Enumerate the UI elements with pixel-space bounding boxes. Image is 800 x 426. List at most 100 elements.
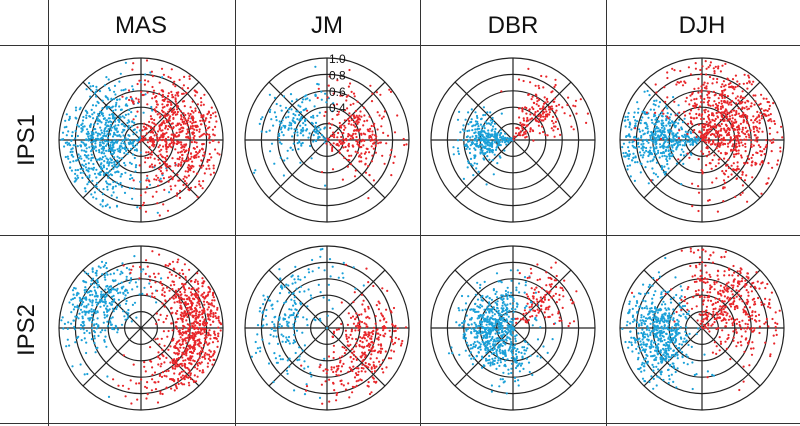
data-point-blue bbox=[129, 279, 132, 282]
data-point-red bbox=[690, 116, 693, 119]
data-point-red bbox=[196, 280, 199, 283]
data-point-blue bbox=[282, 174, 285, 177]
data-point-blue bbox=[362, 284, 365, 287]
data-point-red bbox=[724, 139, 727, 142]
data-point-blue bbox=[132, 128, 135, 132]
data-point-blue bbox=[483, 146, 486, 149]
data-point-red bbox=[174, 325, 178, 328]
data-point-blue bbox=[93, 323, 96, 326]
data-point-blue bbox=[276, 342, 280, 345]
data-point-blue bbox=[477, 125, 480, 128]
data-point-blue bbox=[161, 76, 164, 79]
data-point-red bbox=[347, 336, 350, 339]
data-point-blue bbox=[684, 136, 687, 139]
data-point-red bbox=[176, 110, 179, 114]
data-point-red bbox=[174, 365, 177, 368]
data-point-blue bbox=[104, 288, 107, 291]
data-point-blue bbox=[256, 333, 259, 336]
data-point-blue bbox=[123, 124, 126, 128]
data-point-red bbox=[151, 250, 154, 253]
data-point-red bbox=[184, 352, 187, 355]
data-point-red bbox=[202, 115, 205, 118]
data-point-blue bbox=[654, 173, 658, 176]
data-point-blue bbox=[66, 327, 69, 330]
data-point-blue bbox=[127, 141, 130, 144]
data-point-blue bbox=[669, 138, 672, 141]
data-point-blue bbox=[88, 146, 91, 149]
data-point-red bbox=[128, 98, 131, 102]
data-point-blue bbox=[287, 316, 290, 319]
data-point-red bbox=[735, 177, 739, 180]
data-point-red bbox=[178, 373, 181, 376]
data-point-blue bbox=[138, 293, 141, 296]
data-point-blue bbox=[306, 97, 309, 100]
data-point-red bbox=[177, 377, 180, 381]
data-point-blue bbox=[668, 152, 672, 155]
data-point-blue bbox=[637, 141, 640, 144]
data-point-red bbox=[546, 100, 549, 103]
data-point-blue bbox=[90, 159, 93, 162]
data-point-red bbox=[167, 75, 170, 78]
data-point-red bbox=[164, 112, 167, 115]
data-point-blue bbox=[473, 155, 477, 158]
data-point-blue bbox=[118, 120, 121, 123]
data-point-blue bbox=[691, 143, 695, 146]
data-point-blue bbox=[125, 103, 128, 106]
data-point-blue bbox=[73, 325, 76, 329]
data-point-red bbox=[766, 109, 769, 112]
data-point-red bbox=[586, 112, 590, 115]
data-point-red bbox=[201, 277, 204, 280]
data-point-red bbox=[187, 188, 190, 191]
data-point-blue bbox=[623, 119, 626, 122]
data-point-blue bbox=[86, 128, 89, 131]
data-point-red bbox=[208, 137, 211, 140]
data-point-blue bbox=[488, 139, 491, 142]
data-point-red bbox=[528, 108, 531, 111]
data-point-red bbox=[700, 131, 703, 134]
data-point-blue bbox=[312, 114, 315, 117]
data-point-red bbox=[340, 301, 343, 304]
data-point-red bbox=[167, 119, 170, 122]
data-point-blue bbox=[133, 145, 136, 148]
data-point-red bbox=[166, 154, 169, 158]
data-point-blue bbox=[83, 289, 86, 292]
data-point-red bbox=[153, 157, 156, 160]
data-point-red bbox=[340, 135, 343, 139]
data-point-red bbox=[537, 84, 540, 87]
data-point-blue bbox=[156, 211, 159, 214]
data-point-blue bbox=[262, 303, 265, 306]
data-point-red bbox=[158, 136, 161, 139]
data-point-blue bbox=[82, 141, 85, 144]
data-point-red bbox=[534, 93, 538, 96]
data-point-red bbox=[548, 111, 552, 114]
data-point-blue bbox=[476, 122, 479, 125]
data-point-blue bbox=[693, 136, 696, 139]
data-point-red bbox=[360, 145, 363, 149]
data-point-red bbox=[750, 139, 753, 142]
data-point-red bbox=[323, 114, 326, 117]
data-point-blue bbox=[109, 145, 112, 148]
data-point-red bbox=[157, 356, 160, 359]
data-point-blue bbox=[71, 303, 74, 306]
data-point-blue bbox=[73, 296, 76, 300]
data-point-blue bbox=[73, 286, 76, 290]
data-point-blue bbox=[288, 308, 291, 311]
data-point-red bbox=[213, 134, 216, 137]
data-point-red bbox=[132, 118, 135, 121]
data-point-red bbox=[205, 129, 208, 132]
data-point-red bbox=[198, 353, 202, 357]
data-point-blue bbox=[80, 299, 83, 302]
data-point-blue bbox=[309, 371, 312, 374]
data-point-red bbox=[699, 136, 703, 139]
data-point-red bbox=[365, 157, 368, 160]
data-point-blue bbox=[319, 248, 322, 251]
data-point-blue bbox=[82, 168, 85, 171]
data-point-red bbox=[182, 183, 185, 187]
data-point-red bbox=[692, 131, 695, 134]
data-point-red bbox=[704, 132, 707, 135]
data-point-red bbox=[329, 126, 332, 130]
data-point-red bbox=[691, 182, 694, 185]
data-point-red bbox=[756, 129, 759, 132]
data-point-red bbox=[545, 110, 548, 113]
data-point-red bbox=[192, 336, 195, 339]
